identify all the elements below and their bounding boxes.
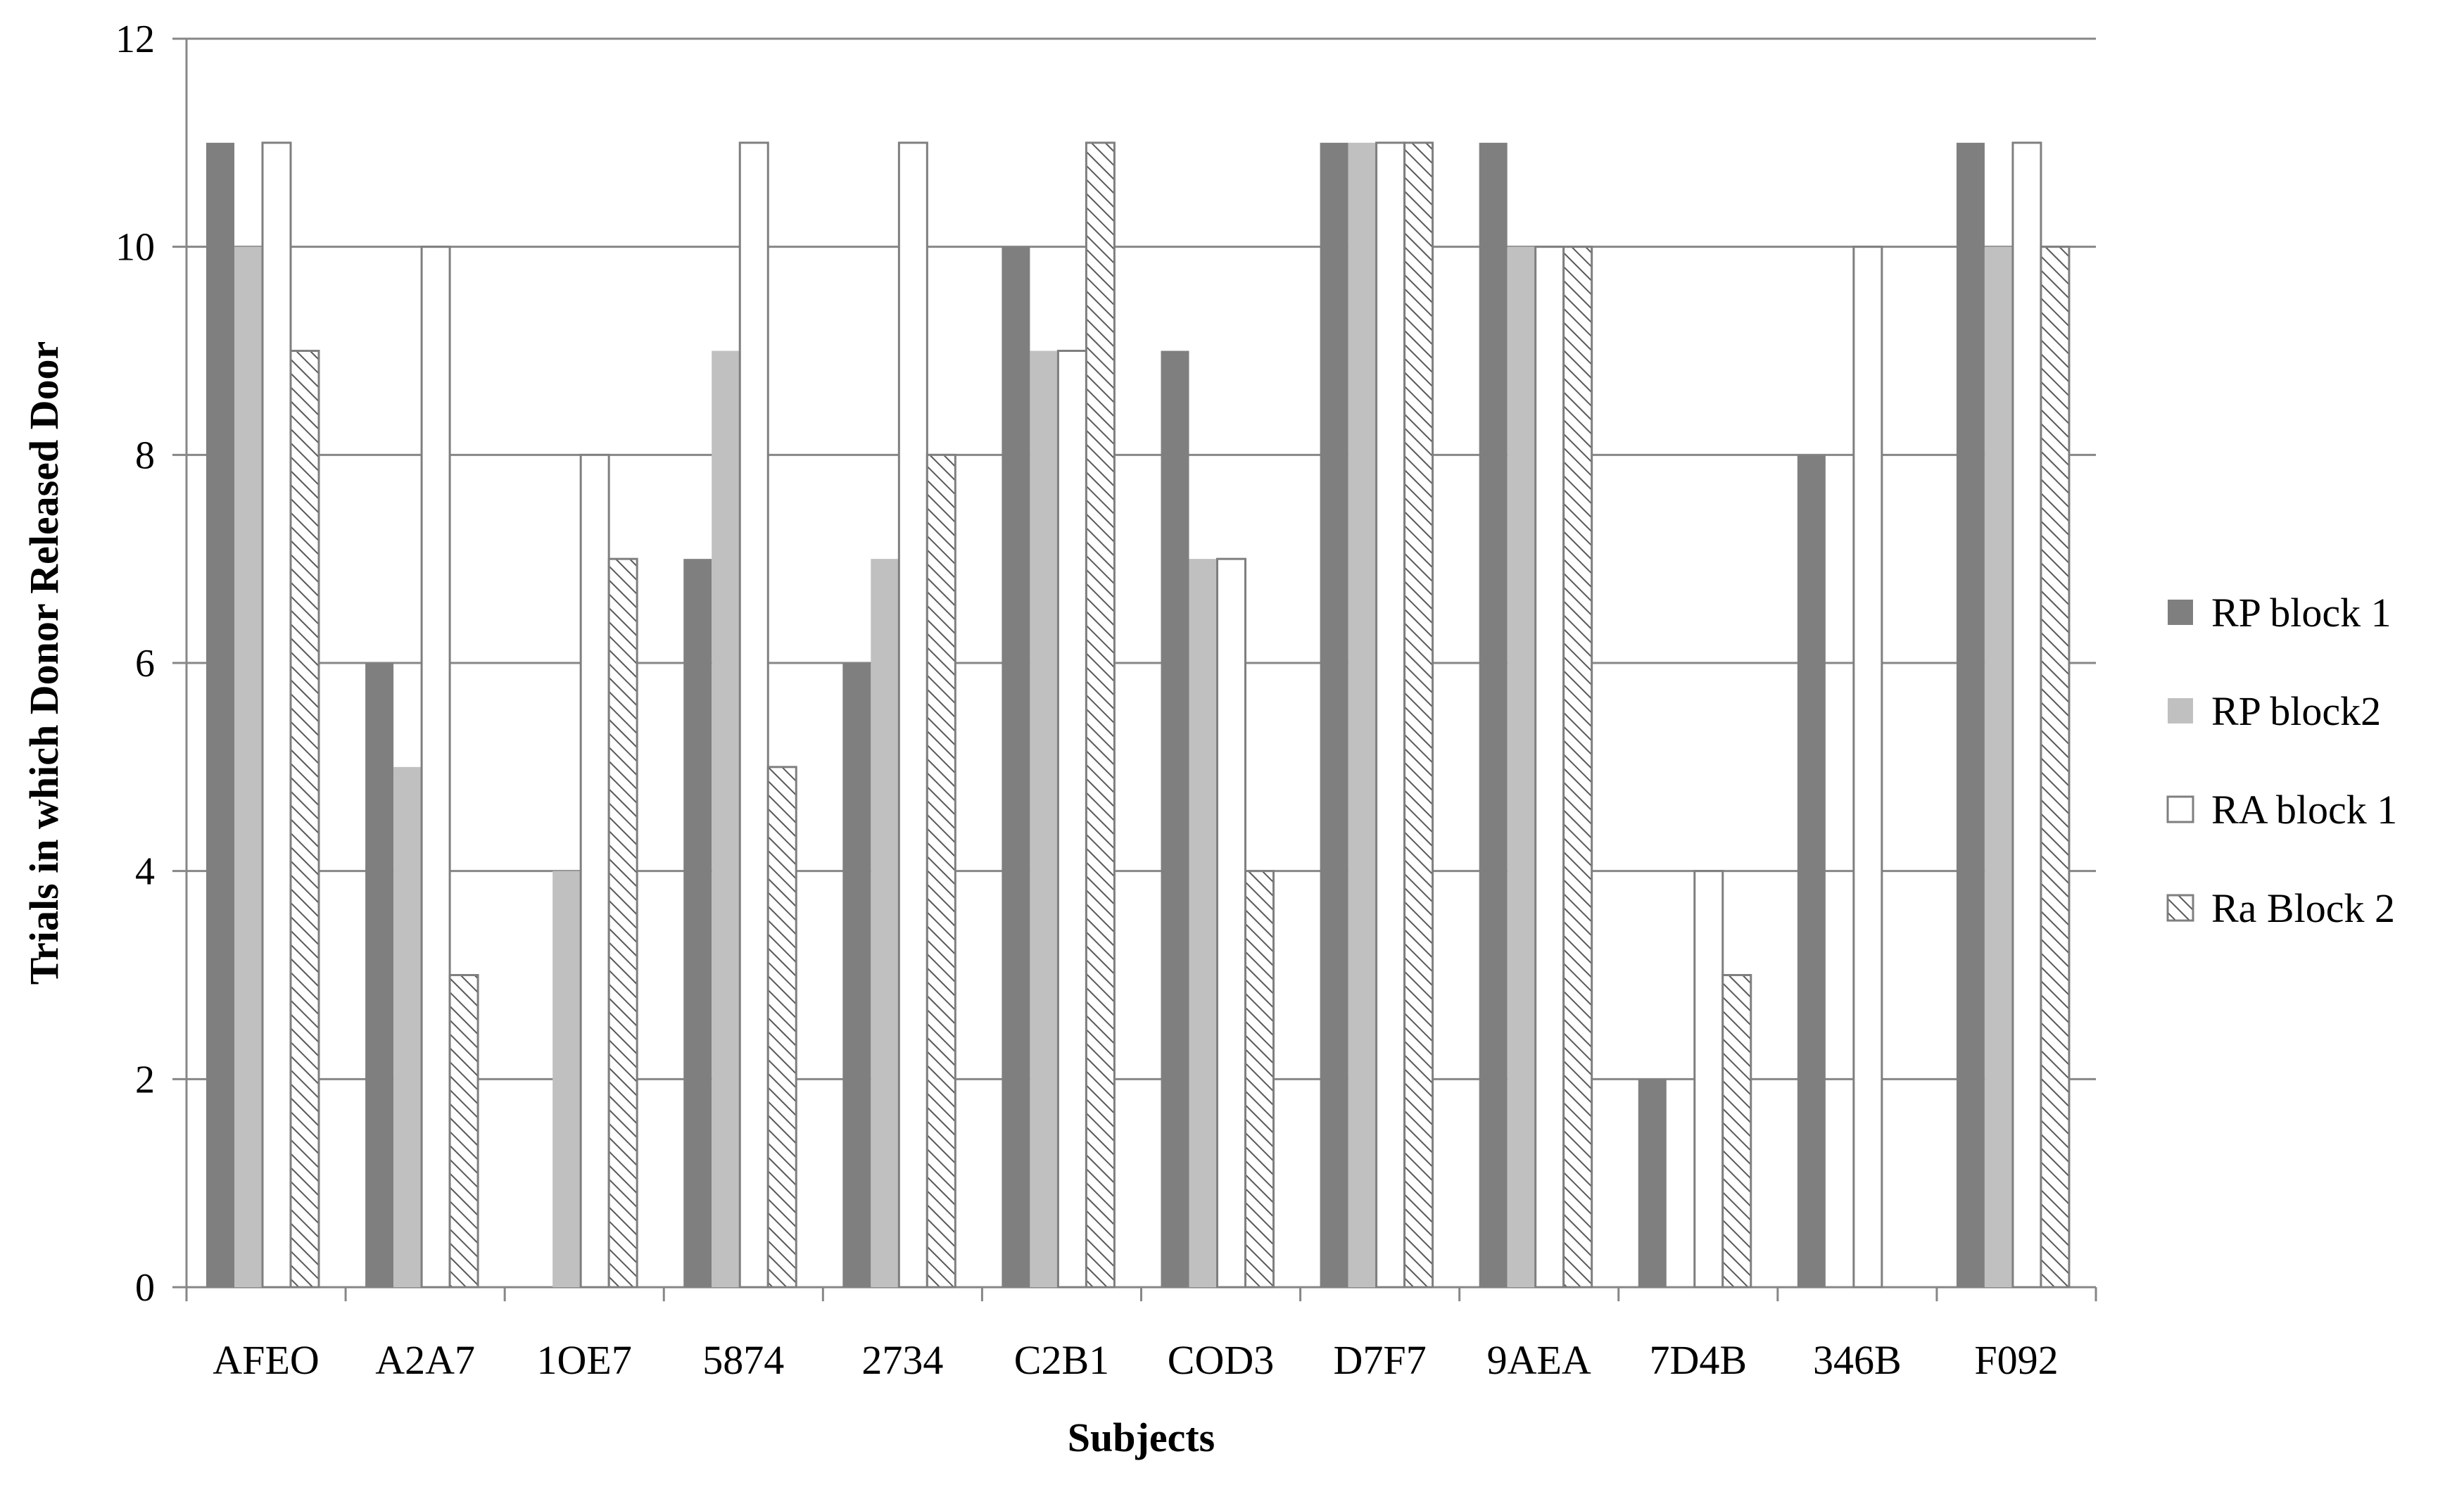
bar-ra-block-1-7d4b [1693, 870, 1724, 1289]
bar-ra-block-2-c2b1 [1085, 141, 1116, 1289]
x-axis-title: Subjects [1068, 1415, 1215, 1460]
bar-ra-block-2-f092 [2040, 246, 2071, 1289]
axis-labels: Subjects Trials in which Donor Released … [21, 18, 2059, 1460]
x-category-label: F092 [1974, 1337, 2058, 1383]
bar-ra-block-1-346b [1852, 246, 1883, 1289]
y-tick-label: 8 [135, 434, 155, 477]
bar-ra-block-2-5874 [766, 766, 797, 1289]
x-category-label: A2A7 [375, 1337, 475, 1383]
bar-ra-block-1-c2b1 [1056, 350, 1087, 1289]
bar-rp-block2-c2b1 [1030, 350, 1059, 1287]
gridlines [187, 37, 2096, 1080]
legend-label: RP block2 [2211, 688, 2381, 734]
legend-label: RA block 1 [2211, 787, 2397, 833]
bar-ra-block-1-1oe7 [579, 453, 610, 1289]
bar-rp-block2-2734 [871, 559, 899, 1287]
bar-ra-block-2-1oe7 [607, 557, 638, 1289]
bar-ra-block-1-d7f7 [1375, 141, 1406, 1289]
bar-rp-block2-1oe7 [552, 871, 581, 1287]
x-category-label: COD3 [1168, 1337, 1274, 1383]
bar-rp-block-1-d7f7 [1320, 142, 1348, 1287]
y-tick-label: 12 [115, 18, 155, 61]
bar-ra-block-1-5874 [738, 141, 769, 1289]
bar-rp-block-1-346b [1797, 455, 1826, 1288]
legend-swatch [2166, 795, 2194, 823]
bar-rp-block2-9aea [1507, 246, 1536, 1288]
x-category-label: C2B1 [1014, 1337, 1109, 1383]
x-category-label: 346B [1813, 1337, 1902, 1383]
y-axis-title: Trials in which Donor Released Door [21, 341, 67, 985]
legend-swatch [2168, 698, 2193, 723]
bar-rp-block-1-9aea [1479, 142, 1508, 1287]
legend-swatch [2166, 894, 2194, 922]
bar-rp-block-1-afeo [206, 142, 234, 1287]
legend-label: Ra Block 2 [2211, 885, 2395, 931]
legend: RP block 1 RP block2 RA block 1 Ra Block 2 [2166, 590, 2397, 931]
x-category-label: 9AEA [1487, 1337, 1591, 1383]
axes [172, 37, 2097, 1301]
y-tick-label: 6 [135, 642, 155, 685]
bar-rp-block-1-2734 [842, 663, 871, 1287]
bar-rp-block-1-f092 [1956, 142, 1985, 1287]
bar-ra-block-1-f092 [2011, 141, 2042, 1289]
legend-label: RP block 1 [2211, 590, 2392, 636]
bar-ra-block-1-a2a7 [420, 246, 451, 1289]
x-category-label: 1OE7 [537, 1337, 632, 1383]
bar-ra-block-1-9aea [1534, 246, 1565, 1289]
y-tick-label: 2 [135, 1058, 155, 1101]
bar-rp-block2-f092 [1984, 246, 2013, 1288]
bar-rp-block-1-cod3 [1161, 350, 1189, 1287]
x-category-label: AFEO [213, 1337, 319, 1383]
bar-rp-block-1-c2b1 [1002, 246, 1030, 1288]
x-category-label: 5874 [702, 1337, 784, 1383]
bar-ra-block-2-cod3 [1244, 870, 1275, 1289]
bar-ra-block-2-afeo [289, 350, 320, 1289]
bar-ra-block-2-7d4b [1721, 974, 1752, 1289]
bar-ra-block-1-cod3 [1216, 557, 1246, 1289]
bar-ra-block-2-d7f7 [1403, 141, 1434, 1289]
bar-ra-block-2-9aea [1562, 246, 1593, 1289]
bar-ra-block-2-a2a7 [448, 974, 479, 1289]
bar-ra-block-1-afeo [261, 141, 292, 1289]
bar-ra-block-2-2734 [925, 453, 956, 1289]
bar-rp-block2-cod3 [1189, 559, 1218, 1287]
bar-ra-block-1-2734 [897, 141, 928, 1289]
x-category-label: 7D4B [1650, 1337, 1748, 1383]
bar-rp-block2-d7f7 [1348, 142, 1377, 1287]
bar-rp-block2-a2a7 [393, 766, 422, 1287]
x-category-label: 2734 [861, 1337, 943, 1383]
y-tick-label: 10 [115, 226, 155, 270]
bar-rp-block2-5874 [712, 350, 740, 1287]
y-tick-label: 4 [135, 850, 155, 894]
bar-rp-block2-afeo [234, 246, 263, 1288]
bars [206, 141, 2071, 1289]
bar-rp-block-1-5874 [683, 559, 712, 1287]
bar-rp-block-1-a2a7 [365, 663, 394, 1287]
bar-rp-block-1-7d4b [1638, 1079, 1667, 1287]
legend-swatch [2168, 600, 2193, 625]
y-tick-label: 0 [135, 1266, 155, 1310]
x-category-label: D7F7 [1334, 1337, 1427, 1383]
